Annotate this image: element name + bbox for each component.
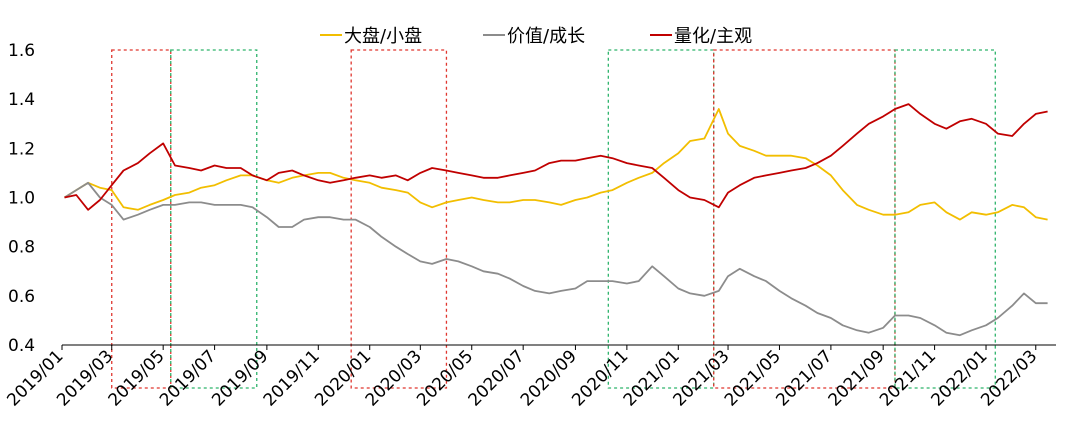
legend: 大盘/小盘 价值/成长 量化/主观 <box>320 26 752 47</box>
legend-label: 大盘/小盘 <box>344 26 422 47</box>
x-tick-label: 2020/07 <box>465 346 529 410</box>
series-line-2 <box>64 181 1048 337</box>
series-line-3 <box>64 103 1048 211</box>
legend-label: 量化/主观 <box>674 26 752 47</box>
x-tick-label: 2020/03 <box>362 346 426 410</box>
y-tick-label: 1.4 <box>8 90 35 110</box>
y-tick-label: 0.4 <box>8 336 35 356</box>
axes: 0.40.60.81.01.21.41.62019/012019/032019/… <box>3 41 1056 410</box>
y-tick-label: 1.2 <box>8 139 35 159</box>
x-tick-label: 2019/07 <box>156 346 220 410</box>
y-tick-label: 1.6 <box>8 41 35 61</box>
highlight-boxes <box>111 49 996 389</box>
x-tick-label: 2021/05 <box>721 346 785 410</box>
x-tick-label: 2020/11 <box>568 346 632 410</box>
highlight-box-5 <box>713 49 896 389</box>
y-tick-label: 0.8 <box>8 238 35 258</box>
series-line-1 <box>64 108 1048 221</box>
x-tick-label: 2019/09 <box>208 346 272 410</box>
highlight-box-4 <box>607 49 715 389</box>
highlight-box-3 <box>350 49 448 389</box>
x-tick-label: 2019/05 <box>105 346 169 410</box>
series-lines <box>64 103 1048 337</box>
highlight-box-6 <box>894 49 996 389</box>
x-tick-label: 2021/11 <box>876 346 940 410</box>
x-tick-label: 2020/09 <box>517 346 581 410</box>
y-tick-label: 1.0 <box>8 189 35 209</box>
x-tick-label: 2019/11 <box>260 346 324 410</box>
x-tick-label: 2021/07 <box>772 346 836 410</box>
x-tick-label: 2020/05 <box>413 346 477 410</box>
x-tick-label: 2021/09 <box>825 346 889 410</box>
highlight-box-2 <box>170 49 258 389</box>
highlight-box-1 <box>111 49 172 389</box>
y-tick-label: 0.6 <box>8 287 35 307</box>
legend-label: 价值/成长 <box>507 26 585 47</box>
